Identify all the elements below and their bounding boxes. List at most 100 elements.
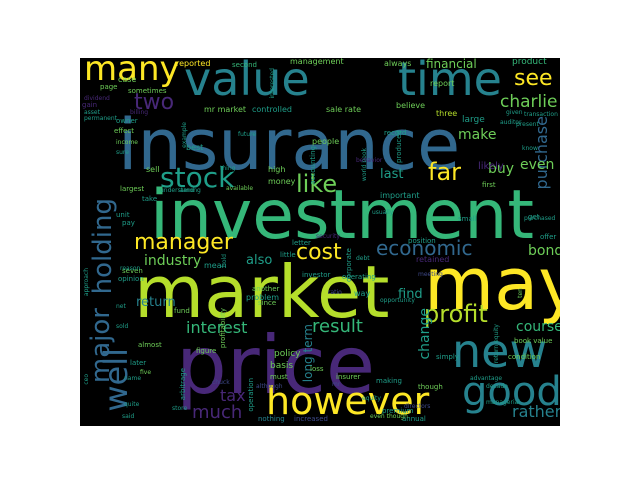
cloud-word: net: [116, 303, 126, 310]
cloud-word: price: [176, 319, 376, 412]
cloud-word: security: [316, 233, 340, 240]
cloud-word: always: [384, 59, 412, 68]
cloud-word: economic: [376, 236, 473, 260]
cloud-word: usually: [372, 209, 394, 216]
cloud-word: bond: [528, 243, 560, 259]
cloud-word: available: [226, 185, 254, 192]
cloud-word: increased: [294, 415, 328, 423]
cloud-word: controlled: [252, 105, 292, 114]
cloud-word: opportunity: [380, 297, 415, 304]
cloud-word: policy: [274, 349, 301, 359]
cloud-word: time: [398, 58, 502, 106]
cloud-word: find: [398, 287, 423, 302]
cloud-word: income: [116, 139, 138, 146]
cloud-word: sold: [116, 323, 129, 330]
cloud-word: debt: [356, 255, 370, 262]
cloud-word: approach: [83, 268, 90, 297]
word-cloud-panel: insurance investment market may price va…: [80, 58, 560, 426]
cloud-word: behavior: [356, 157, 383, 164]
cloud-word: later: [130, 359, 147, 367]
cloud-word: investment: [150, 176, 534, 255]
cloud-word: directors: [404, 403, 431, 410]
cloud-word: managerial: [486, 399, 520, 406]
cloud-word: cost: [296, 240, 342, 265]
cloud-word: course: [516, 319, 560, 335]
cloud-word: another: [252, 285, 280, 293]
cloud-word: mr: [332, 381, 341, 388]
cloud-word: interest: [186, 318, 248, 337]
cloud-word: meeting: [418, 271, 443, 278]
cloud-word: seven: [122, 267, 143, 275]
cloud-word: profit: [424, 300, 488, 328]
cloud-word: arbitrage: [179, 368, 187, 401]
cloud-word: store: [172, 405, 188, 412]
cloud-word: corporate: [345, 248, 353, 282]
cloud-word: fund: [174, 307, 190, 315]
cloud-word: likely: [478, 161, 504, 172]
cloud-word: market: [134, 250, 390, 334]
cloud-word: insurer: [336, 373, 361, 381]
cloud-word: ten: [517, 288, 524, 298]
cloud-word: condition: [508, 353, 541, 361]
cloud-word: financial: [426, 58, 477, 71]
cloud-word: reported: [176, 59, 211, 68]
cloud-word: quite: [124, 401, 140, 408]
cloud-word: sell: [146, 165, 160, 174]
cloud-word: simply: [436, 353, 459, 361]
cloud-word: result: [312, 316, 363, 337]
cloud-word: figure: [196, 347, 217, 355]
cloud-word: insurance: [118, 104, 461, 186]
cloud-word: five: [140, 369, 152, 376]
cloud-word: like: [296, 170, 338, 198]
cloud-word: purchased: [524, 215, 556, 222]
cloud-word: best: [186, 143, 204, 152]
cloud-word: page: [100, 83, 118, 91]
cloud-word: gain: [82, 101, 98, 109]
cloud-word: management: [290, 58, 344, 66]
cloud-word: making: [376, 377, 402, 385]
cloud-word: new: [452, 324, 548, 378]
cloud-word: though: [418, 383, 443, 391]
cloud-word: future: [238, 131, 257, 138]
cloud-word: letter: [292, 239, 311, 247]
cloud-word: pay: [122, 219, 135, 227]
cloud-word: product: [512, 58, 547, 67]
cloud-word: little: [280, 251, 296, 259]
cloud-word: present: [516, 121, 539, 128]
cloud-word: basis: [270, 361, 294, 371]
cloud-word: good: [462, 369, 560, 415]
cloud-word: retained: [416, 255, 450, 264]
cloud-word: money: [268, 177, 296, 186]
cloud-word: may: [424, 242, 560, 326]
cloud-word: last: [380, 167, 404, 182]
cloud-word: mean: [204, 261, 227, 270]
cloud-word: get: [528, 213, 540, 221]
cloud-word: see: [514, 66, 553, 91]
cloud-word: high: [268, 165, 286, 174]
cloud-word: hold: [221, 254, 228, 267]
cloud-word: offer: [540, 233, 557, 241]
cloud-word: second: [232, 61, 257, 69]
cloud-word: although: [256, 383, 283, 390]
cloud-word: asset: [84, 109, 100, 116]
cloud-word: premium: [382, 407, 414, 415]
cloud-word: sale rate: [326, 105, 362, 114]
cloud-word: make: [458, 127, 497, 143]
cloud-word: holding: [88, 198, 118, 295]
cloud-word: dividend: [84, 95, 110, 102]
cloud-word: case: [118, 75, 137, 84]
cloud-word: even though: [370, 413, 408, 420]
cloud-word: mr market: [204, 105, 247, 114]
cloud-word: investor: [302, 271, 331, 279]
cloud-word: thing: [220, 165, 236, 172]
cloud-word: permanent: [84, 115, 118, 122]
cloud-word: two: [134, 90, 175, 115]
cloud-word: decade: [486, 383, 508, 390]
cloud-word: operating: [342, 273, 376, 281]
cloud-word: given: [506, 109, 523, 116]
cloud-word: interested: [269, 68, 276, 99]
cloud-word: rather: [512, 402, 560, 421]
cloud-word: loss: [310, 365, 324, 373]
cloud-word: billing: [130, 109, 149, 116]
cloud-word: annual: [402, 415, 426, 423]
